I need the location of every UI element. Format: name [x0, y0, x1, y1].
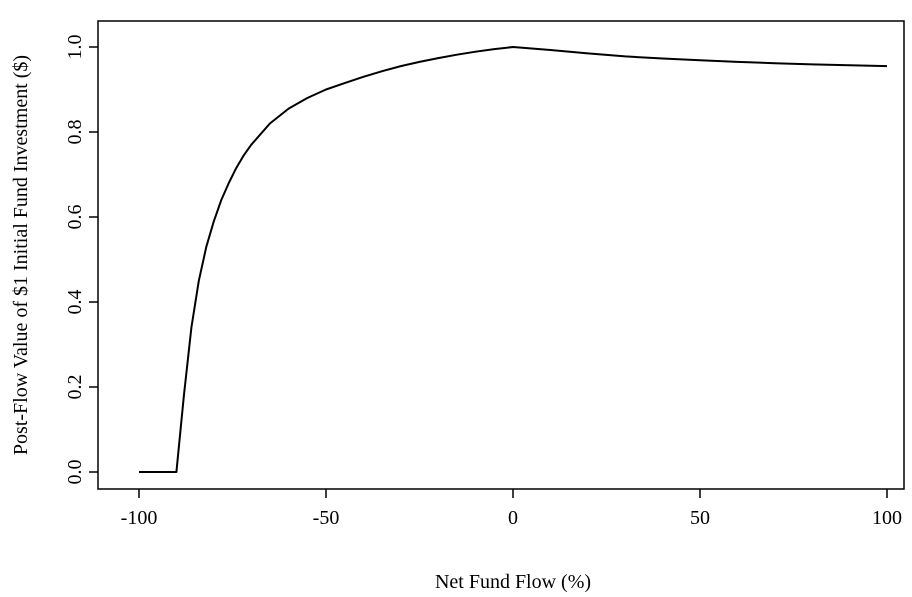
y-tick-label: 0.4 [64, 290, 86, 315]
x-axis-label: Net Fund Flow (%) [435, 571, 591, 593]
x-tick-label: 100 [872, 507, 902, 529]
series-layer [139, 46, 888, 473]
series-line [139, 46, 888, 473]
y-tick-label: 0.8 [64, 120, 86, 145]
y-tick-label: 0.2 [64, 375, 86, 400]
x-tick-label: 0 [508, 507, 518, 529]
x-axis: -100 -50 0 50 100 [121, 489, 902, 529]
x-tick-label: -50 [313, 507, 340, 529]
y-axis: 0.0 0.2 0.4 0.6 0.8 1.0 [64, 35, 98, 485]
y-axis-label: Post-Flow Value of $1 Initial Fund Inves… [10, 55, 32, 455]
y-tick-label: 0.0 [64, 460, 86, 485]
y-tick-label: 1.0 [64, 35, 86, 60]
x-tick-label: -100 [121, 507, 158, 529]
plot-frame [97, 20, 905, 490]
x-tick-label: 50 [690, 507, 710, 529]
y-tick-label: 0.6 [64, 205, 86, 230]
